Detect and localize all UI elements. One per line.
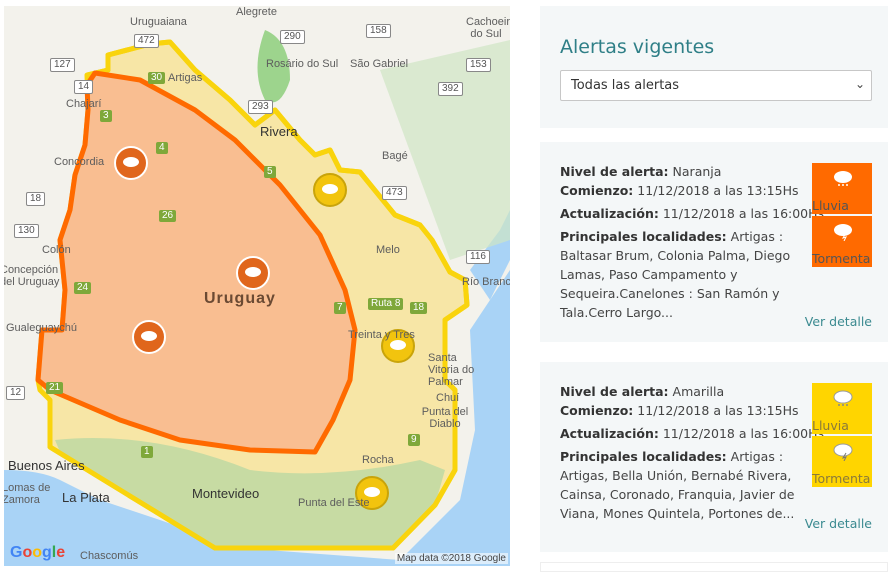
route-shield: 7 <box>334 302 346 314</box>
alert-type-tormenta: Tormenta <box>812 436 872 487</box>
map-label: Montevideo <box>192 486 260 501</box>
route-shield: 130 <box>14 224 39 238</box>
start-label: Comienzo: <box>560 403 634 418</box>
update-value: 11/12/2018 a las 16:00Hs <box>662 426 825 441</box>
chevron-down-icon: ⌄ <box>854 77 865 91</box>
map-label: Buenos Aires <box>8 458 85 473</box>
alert-card <box>540 562 888 572</box>
route-shield: 26 <box>159 210 177 222</box>
places-value: Artigas : Baltasar Brum, Colonia Palma, … <box>560 229 791 320</box>
alert-markers <box>114 146 415 510</box>
view-detail-link[interactable]: Ver detalle <box>804 516 872 531</box>
route-shield: 5 <box>264 166 276 178</box>
route-shield: 158 <box>366 24 391 38</box>
route-shield: 21 <box>46 382 64 394</box>
route-shield: 473 <box>382 186 407 200</box>
map-label: Chascomús <box>80 550 139 562</box>
map-label: Bagé <box>382 150 408 162</box>
map-label: Punta del Este <box>298 497 370 509</box>
type-label: Lluvia <box>812 198 849 213</box>
route-shield: 290 <box>280 30 305 44</box>
alert-type-lluvia: Lluvia <box>812 163 872 214</box>
map-label: Lomas de Zamora <box>4 482 51 506</box>
map-label: Uruguaiana <box>130 16 187 28</box>
map-label: Concepción del Uruguay <box>4 264 60 288</box>
places-label: Principales localidades: <box>560 449 727 464</box>
map-label: Colón <box>42 244 71 256</box>
start-value: 11/12/2018 a las 13:15Hs <box>637 403 799 418</box>
route-shield: 12 <box>6 386 26 400</box>
select-value: Todas las alertas <box>571 78 680 93</box>
map-label: Cachoeira do Sul <box>466 16 510 40</box>
start-value: 11/12/2018 a las 13:15Hs <box>637 183 799 198</box>
route-shield: 153 <box>466 58 491 72</box>
start-label: Comienzo: <box>560 183 634 198</box>
route-shield: 18 <box>410 302 428 314</box>
type-label: Tormenta <box>812 251 871 266</box>
route-shield: 30 <box>148 72 166 84</box>
map-label: Concordia <box>54 156 105 168</box>
storm-cloud-icon <box>833 443 853 461</box>
level-value: Amarilla <box>672 384 725 399</box>
alert-type-tormenta: Tormenta <box>812 216 872 267</box>
alert-card: Nivel de alerta: Naranja Comienzo: 11/12… <box>540 142 888 342</box>
map-canvas <box>4 30 510 566</box>
update-label: Actualización: <box>560 206 659 221</box>
alert-type-lluvia: Lluvia <box>812 383 872 434</box>
panel-title: Alertas vigentes <box>560 36 715 58</box>
route-shield: Ruta 8 <box>368 298 404 310</box>
map-label: Chuí <box>436 392 460 404</box>
map-label: Rosário do Sul <box>266 58 339 70</box>
google-logo: Google <box>10 544 66 561</box>
map-label: Alegrete <box>236 6 277 18</box>
route-shield: 9 <box>408 434 420 446</box>
map-label: Río Branco <box>462 276 510 288</box>
route-shield: 472 <box>134 34 159 48</box>
map-label: Rocha <box>362 454 394 466</box>
route-shield: 18 <box>26 192 46 206</box>
places-value: Artigas : Artigas, Bella Unión, Bernabé … <box>560 449 795 521</box>
route-shield: 293 <box>248 100 273 114</box>
map-label: Gualeguaychú <box>6 322 77 334</box>
route-shield: 3 <box>100 110 112 122</box>
view-detail-link[interactable]: Ver detalle <box>804 314 872 329</box>
alerts-filter-panel: Alertas vigentes Todas las alertas ⌄ <box>540 6 888 128</box>
type-label: Tormenta <box>812 471 871 486</box>
map-label: La Plata <box>62 490 110 505</box>
level-label: Nivel de alerta: <box>560 384 669 399</box>
route-shield: 14 <box>74 80 94 94</box>
map-label: Rivera <box>260 124 298 139</box>
map-attribution: Map data ©2018 Google <box>394 553 508 564</box>
level-label: Nivel de alerta: <box>560 164 669 179</box>
map-label: Chajarí <box>66 98 102 110</box>
route-shield: 116 <box>466 250 490 264</box>
rain-cloud-icon <box>834 171 852 186</box>
storm-cloud-icon <box>834 224 852 241</box>
type-label: Lluvia <box>812 418 849 433</box>
update-label: Actualización: <box>560 426 659 441</box>
map-label: Treinta y Tres <box>348 329 415 341</box>
update-value: 11/12/2018 a las 16:00Hs <box>662 206 825 221</box>
alert-filter-select[interactable]: Todas las alertas ⌄ <box>560 70 872 101</box>
alert-card: Nivel de alerta: Amarilla Comienzo: 11/1… <box>540 362 888 552</box>
rain-cloud-icon <box>833 390 853 406</box>
map-label: Punta del Diablo <box>421 406 469 430</box>
map-label: Santa Vitoria do Palmar <box>428 352 475 388</box>
level-value: Naranja <box>672 164 722 179</box>
map-label: São Gabriel <box>350 58 409 70</box>
route-shield: 1 <box>141 446 153 458</box>
map-label: Artigas <box>168 72 203 84</box>
map-label: Melo <box>376 244 400 256</box>
places-label: Principales localidades: <box>560 229 727 244</box>
route-shield: 4 <box>156 142 168 154</box>
country-label: Uruguay <box>204 290 276 307</box>
route-shield: 127 <box>50 58 75 72</box>
route-shield: 392 <box>438 82 463 96</box>
route-shield: 24 <box>74 282 92 294</box>
alert-map[interactable]: 472 127 290 158 153 392 293 14 30 3 4 26… <box>4 6 510 566</box>
